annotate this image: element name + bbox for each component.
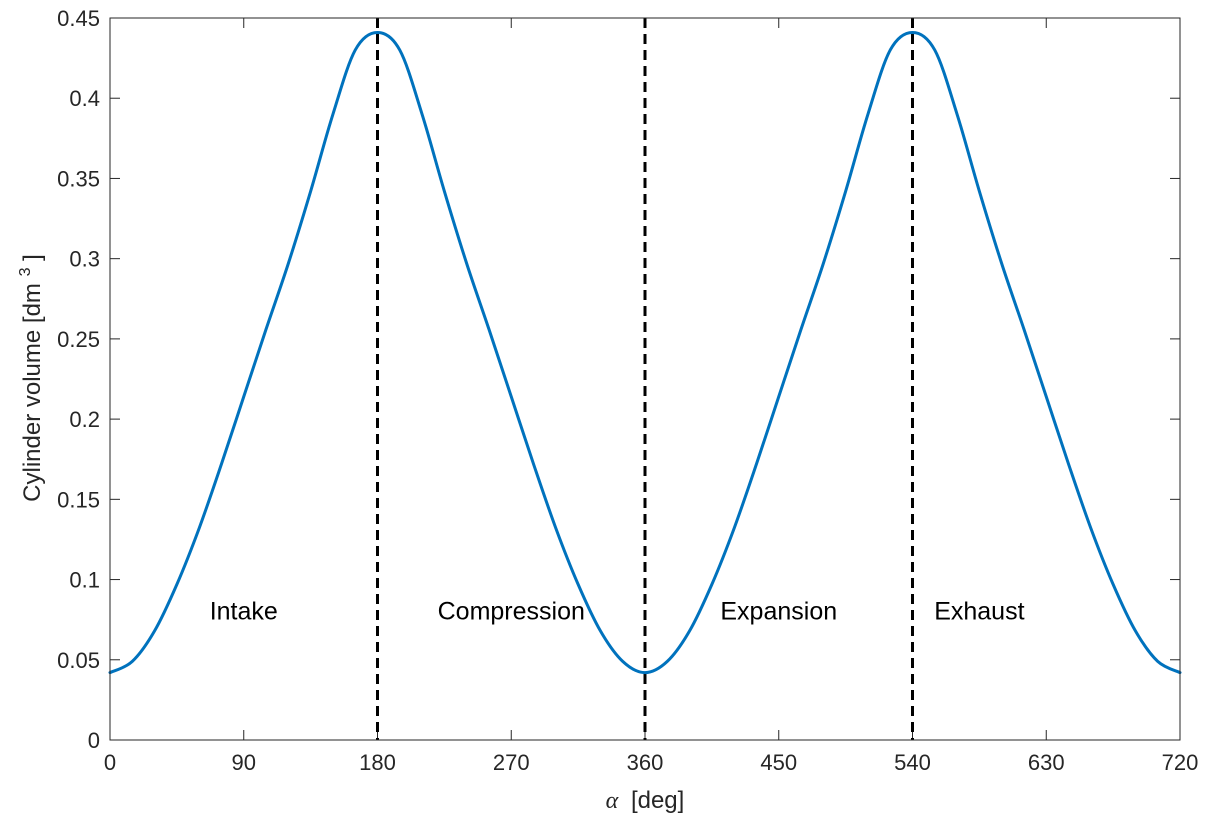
x-tick-label: 270: [493, 750, 530, 775]
y-tick-label: 0.15: [57, 487, 100, 512]
phase-label: Expansion: [720, 598, 837, 626]
y-axis-label-main: Cylinder volume [dm: [19, 283, 46, 502]
series-line-cylinder-volume: [108, 30, 1182, 675]
y-tick-label: 0.05: [57, 648, 100, 673]
y-tick-labels: 0 0.05 0.1 0.15 0.2 0.25 0.3 0.35 0.4 0.45: [57, 6, 100, 753]
y-axis-label-close: ]: [19, 254, 46, 261]
x-tick-label: 540: [894, 750, 931, 775]
x-axis-label-symbol: α: [606, 788, 619, 814]
x-tick-label: 180: [359, 750, 396, 775]
x-tick-label: 450: [760, 750, 797, 775]
y-tick-label: 0.4: [69, 86, 100, 111]
axes-box: [109, 17, 1181, 741]
y-tick-label: 0.25: [57, 327, 100, 352]
phase-labels: Intake Compression Expansion Exhaust: [210, 598, 1025, 626]
y-tick-label: 0.45: [57, 6, 100, 31]
y-axis-label: Cylinder volume [dm 3 ]: [9, 254, 46, 502]
x-axis-label-unit: [deg]: [631, 787, 684, 814]
phase-label: Intake: [210, 598, 278, 626]
y-axis-label-superscript: 3: [17, 267, 34, 276]
x-tick-label: 90: [232, 750, 256, 775]
phase-label: Exhaust: [934, 598, 1024, 626]
x-tick-labels: 0 90 180 270 360 450 540 630 720: [104, 750, 1198, 775]
x-axis-label: α [deg]: [606, 787, 685, 814]
phase-label: Compression: [438, 598, 585, 626]
x-tick-label: 720: [1162, 750, 1199, 775]
phase-divider-lines: [376, 18, 914, 740]
x-tick-label: 0: [104, 750, 116, 775]
series-group: [108, 30, 1182, 675]
x-tick-label: 360: [627, 750, 664, 775]
y-tick-label: 0.35: [57, 166, 100, 191]
x-tick-label: 630: [1028, 750, 1065, 775]
y-tick-label: 0: [88, 728, 100, 753]
y-tick-label: 0.2: [69, 407, 100, 432]
y-tick-label: 0.3: [69, 247, 100, 272]
y-tick-label: 0.1: [69, 568, 100, 593]
